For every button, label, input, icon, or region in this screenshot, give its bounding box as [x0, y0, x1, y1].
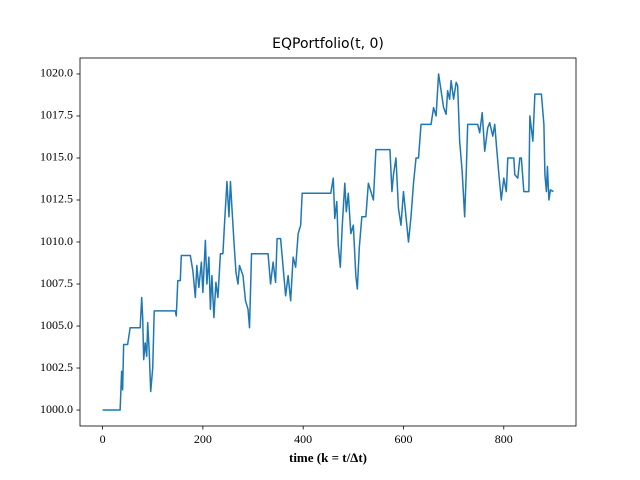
x-tick-label: 800: [495, 432, 513, 446]
y-tick-label: 1020.0: [40, 66, 73, 80]
y-tick-label: 1000.0: [40, 402, 73, 416]
y-tick-label: 1015.0: [40, 150, 73, 164]
y-tick-label: 1005.0: [40, 318, 73, 332]
chart-title: EQPortfolio(t, 0): [272, 36, 384, 52]
x-tick-label: 0: [100, 432, 106, 446]
x-tick-label: 600: [394, 432, 412, 446]
plot-frame: [79, 57, 577, 427]
data-line: [102, 73, 554, 411]
x-axis-label: time (k = t/Δt): [289, 450, 367, 465]
y-tick-label: 1010.0: [40, 234, 73, 248]
y-tick-label: 1012.5: [40, 192, 73, 206]
y-tick-label: 1017.5: [40, 108, 73, 122]
x-tick-label: 400: [294, 432, 312, 446]
x-tick-label: 200: [194, 432, 212, 446]
y-tick-label: 1007.5: [40, 276, 73, 290]
y-tick-label: 1002.5: [40, 360, 73, 374]
